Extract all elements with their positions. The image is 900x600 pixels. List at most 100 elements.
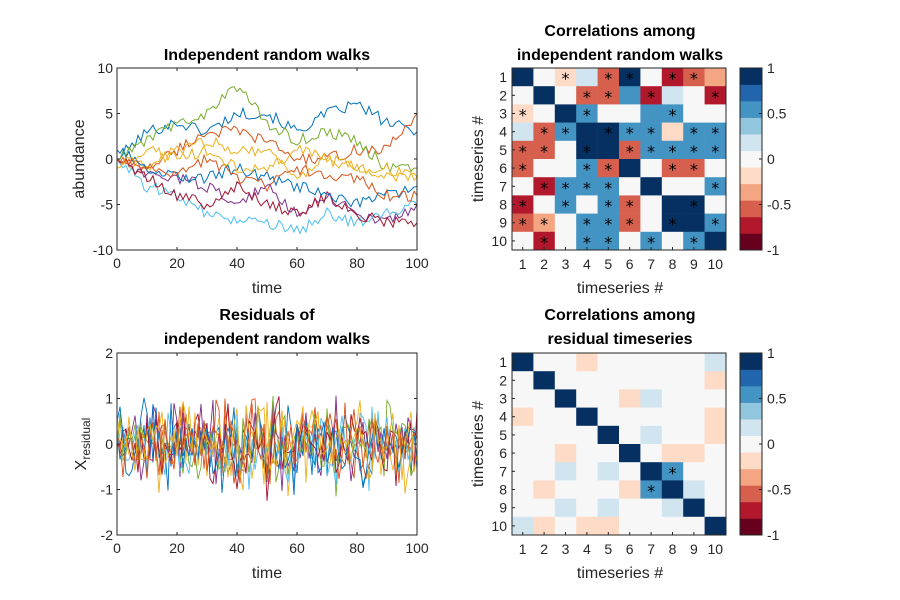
colorbar-tick-label: 0.5 <box>767 391 787 407</box>
series-lines <box>116 395 418 501</box>
significance-marker: * <box>604 87 612 106</box>
x-tick-label: 60 <box>289 255 305 271</box>
x-tick-label: 0 <box>113 540 121 556</box>
significance-marker: * <box>690 160 698 179</box>
y-tick-label: 8 <box>499 482 507 498</box>
heatmap-cell <box>661 195 684 214</box>
x-tick-label: 8 <box>669 256 677 272</box>
heatmap-cell <box>683 353 705 372</box>
x-tick-label: 20 <box>169 540 185 556</box>
heatmap-cell <box>619 140 641 160</box>
heatmap-cell <box>619 480 641 499</box>
heatmap-cell <box>704 353 727 372</box>
heatmap-cell <box>619 444 641 463</box>
colorbar-swatch <box>740 134 762 152</box>
significance-marker: * <box>562 178 570 197</box>
colorbar-tick-label: -0.5 <box>767 482 791 498</box>
heatmap-cell <box>597 122 620 142</box>
heatmap-cell <box>576 140 598 160</box>
heatmap-cell <box>640 462 663 481</box>
heatmap-cell <box>640 353 663 372</box>
y-tick-label: 2 <box>105 345 113 361</box>
heatmap-cell <box>554 389 577 408</box>
colorbar-tick-label: 0 <box>767 151 775 167</box>
significance-marker: * <box>562 124 570 143</box>
heatmap-cell <box>554 407 577 427</box>
residual-series-line <box>116 401 418 491</box>
significance-marker: * <box>690 142 698 161</box>
heatmap-cell <box>533 353 556 372</box>
heatmap-cell <box>597 353 620 372</box>
x-tick-label: 0 <box>113 255 121 271</box>
heatmap-cell <box>533 389 556 408</box>
heatmap-cell <box>661 371 684 390</box>
x-axis-label: time <box>252 565 282 582</box>
heatmap-cell <box>619 104 641 123</box>
heatmap-cell <box>661 516 684 536</box>
x-tick-label: 10 <box>708 256 724 272</box>
heatmap-cell <box>554 231 577 251</box>
heatmap-cell <box>576 68 598 87</box>
significance-marker: * <box>540 178 548 197</box>
heatmap-frame <box>511 67 727 251</box>
significance-marker: * <box>604 178 612 197</box>
x-tick-label: 2 <box>540 256 548 272</box>
axis-ticks: 0 20 40 60 80 100 2 1 0 -1 -2 <box>101 345 429 556</box>
heatmap-cell <box>661 462 684 481</box>
series-lines <box>116 86 418 235</box>
significance-marker: * <box>583 160 591 179</box>
residual-correlation-panel: Correlations among residual timeseries *… <box>470 307 791 582</box>
heatmap-cell <box>554 195 577 214</box>
heatmap-cell <box>512 444 534 463</box>
heatmap-cell <box>597 389 620 408</box>
colorbar-swatch <box>740 518 762 536</box>
significance-marker: * <box>583 142 591 161</box>
heatmap-cell <box>683 498 705 518</box>
significance-marker: * <box>604 233 612 252</box>
heatmap-cell <box>683 140 705 160</box>
heatmap-cell <box>597 68 620 87</box>
heatmap-cell <box>576 231 598 251</box>
significance-marker: * <box>647 233 655 252</box>
chart-title-line1: Correlations among <box>544 23 695 40</box>
x-tick-label: 3 <box>562 256 570 272</box>
y-tick-label: -5 <box>101 197 114 213</box>
y-axis-label-subscript: residual <box>79 418 93 460</box>
colorbar-swatch <box>740 402 762 420</box>
heatmap-cell <box>640 498 663 518</box>
x-tick-label: 1 <box>519 256 527 272</box>
significance-marker: * <box>519 197 527 216</box>
x-axis-label: time <box>252 280 282 297</box>
heatmap-cell <box>533 213 556 233</box>
colorbar-swatch <box>740 468 762 486</box>
heatmap-cell <box>554 371 577 390</box>
significance-marker: * <box>540 233 548 252</box>
heatmap-cell <box>683 407 705 427</box>
walk-series-line <box>116 86 417 174</box>
y-tick-label: 7 <box>499 178 507 194</box>
heatmap-cell <box>704 480 727 499</box>
y-tick-label: 0 <box>105 151 113 167</box>
heatmap-cell <box>619 371 641 390</box>
x-tick-label: 20 <box>169 255 185 271</box>
heatmap-cell <box>619 231 641 251</box>
heatmap-cell <box>533 425 556 445</box>
heatmap-cell <box>554 177 577 196</box>
heatmap-cell <box>554 462 577 481</box>
walk-series-line <box>116 144 418 181</box>
heatmap-cell <box>683 389 705 408</box>
heatmap-cell <box>597 104 620 123</box>
heatmap-cell <box>576 195 598 214</box>
heatmap-cell <box>640 195 663 214</box>
colorbar-tick-label: -1 <box>767 242 780 258</box>
x-tick-label: 5 <box>604 256 612 272</box>
chart-title-line1: Residuals of <box>219 307 315 324</box>
significance-marker: * <box>647 482 655 501</box>
colorbar-swatch <box>740 117 762 135</box>
significance-marker: * <box>583 87 591 106</box>
heatmap-cell <box>533 86 556 105</box>
x-tick-label: 9 <box>690 541 698 557</box>
x-tick-label: 6 <box>626 541 634 557</box>
heatmap-cell <box>683 177 705 196</box>
y-tick-label: 3 <box>499 106 507 122</box>
